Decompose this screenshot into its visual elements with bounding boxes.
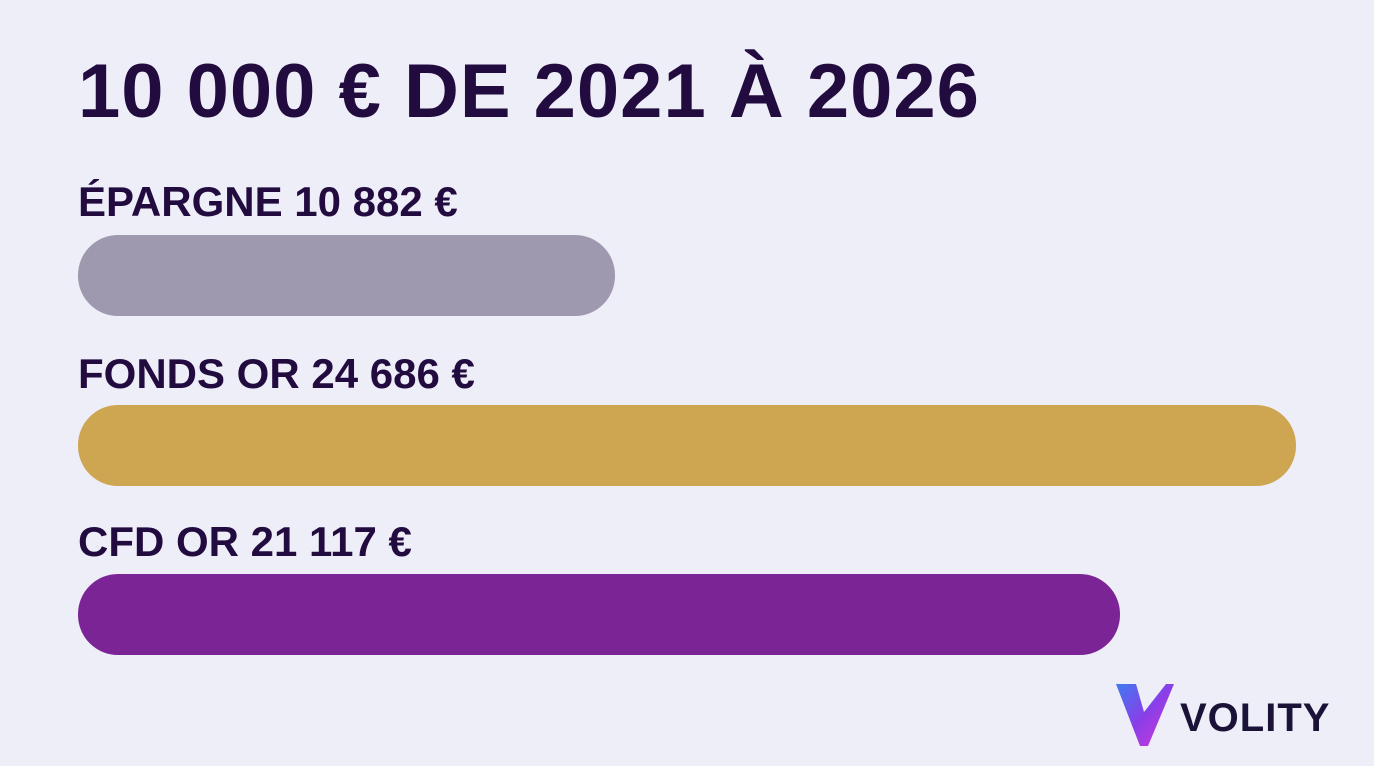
bar-label-epargne: ÉPARGNE 10 882 € xyxy=(78,178,458,225)
bar-epargne xyxy=(78,235,615,316)
volity-v-logo-icon xyxy=(1116,684,1174,746)
bar-label-fonds-or: FONDS OR 24 686 € xyxy=(78,350,475,397)
bar-fonds-or xyxy=(78,405,1296,486)
chart-title: 10 000 € DE 2021 À 2026 xyxy=(78,49,980,134)
bar-label-cfd-or: CFD OR 21 117 € xyxy=(78,518,412,565)
volity-logo: VOLITY xyxy=(1114,682,1354,752)
bar-cfd-or xyxy=(78,574,1120,655)
logo-wordmark: VOLITY xyxy=(1180,696,1331,740)
